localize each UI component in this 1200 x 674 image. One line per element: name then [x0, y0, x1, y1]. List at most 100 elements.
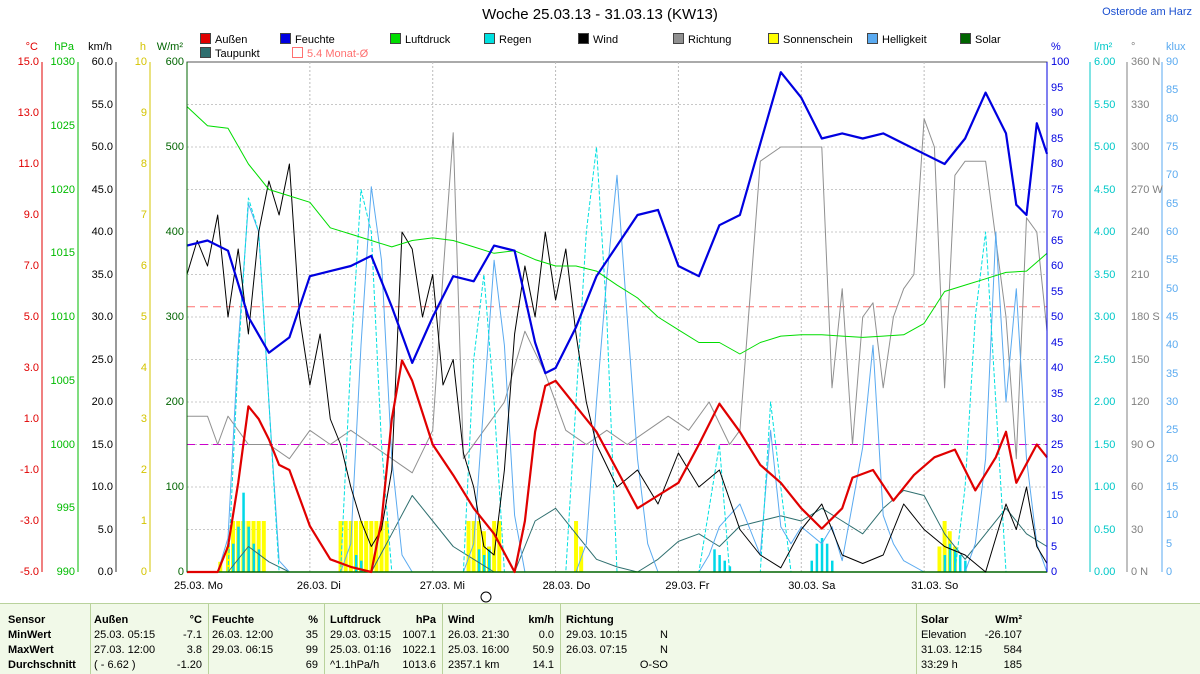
stats-feuchte-max-value: 99	[305, 644, 318, 656]
axis-tick-lux: 50	[1166, 282, 1179, 295]
brightness-bar	[360, 560, 363, 572]
legend-swatch	[578, 33, 589, 44]
legend-item[interactable]: 5.4 Monat-Ø	[292, 47, 368, 60]
legend-item[interactable]: Außen	[200, 33, 247, 46]
legend-item[interactable]: Regen	[484, 33, 531, 46]
axis-tick-lux: 35	[1166, 367, 1179, 380]
legend-label: 5.4 Monat-Ø	[307, 48, 369, 60]
brightness-bar	[488, 549, 491, 572]
sunshine-bar	[343, 521, 348, 572]
x-tick-label: 25.03. Mo	[174, 580, 223, 592]
series-line-richtung	[187, 118, 1048, 474]
legend-item[interactable]: Luftdruck	[390, 33, 450, 46]
axis-tick-rain: 5.00	[1094, 141, 1116, 153]
axis-tick-humidity: 40	[1051, 362, 1064, 374]
station-link[interactable]: Osterode am Harz	[1102, 6, 1192, 18]
stats-solar-max-value: 584	[1003, 644, 1022, 656]
x-tick-label: 31.03. So	[911, 580, 959, 592]
brightness-bar	[810, 560, 814, 572]
legend-item[interactable]: Taupunkt	[200, 47, 260, 60]
legend-item[interactable]: Richtung	[673, 33, 731, 46]
axis-tick-rain: 5.50	[1094, 98, 1116, 111]
sunshine-bar	[225, 546, 230, 572]
brightness-bar	[953, 549, 957, 572]
axis-tick-wind: 25.0	[91, 353, 113, 366]
stats-solar-elevation-label: Elevation	[921, 629, 967, 641]
axis-tick-direction: 90 O	[1131, 438, 1155, 451]
axis-tick-humidity: 20	[1051, 464, 1064, 476]
legend-item[interactable]: Sonnenschein	[768, 33, 853, 46]
axis-tick-sun: 7	[140, 209, 147, 221]
brightness-bar	[232, 543, 235, 572]
legend-label: Wind	[593, 34, 619, 46]
axis-tick-solar: 300	[165, 311, 184, 323]
weather-chart	[41, 61, 1163, 603]
stats-richtung-max-time: 26.03. 07:15	[566, 644, 628, 656]
stats-richtung-avg-value: O-SO	[639, 659, 668, 671]
axis-tick-lux: 5	[1166, 537, 1173, 550]
axis-tick-sun: 0	[140, 566, 147, 578]
axis-tick-temp: 3.0	[23, 362, 39, 374]
stats-aussen-min-value: -7.1	[183, 629, 202, 641]
stats-solar-max-time: 31.03. 12:15	[921, 644, 983, 656]
stats-aussen-avg-note: ( - 6.62 )	[94, 659, 136, 671]
axis-tick-rain: 2.00	[1094, 396, 1116, 408]
x-tick-label: 26.03. Di	[296, 580, 341, 592]
axis-tick-humidity: 50	[1051, 311, 1064, 323]
stats-solar-sunshine-duration: 33:29 h	[921, 659, 958, 671]
axis-tick-wind: 35.0	[91, 268, 113, 281]
legend-label: Solar	[975, 34, 1001, 46]
axis-tick-lux: 90	[1166, 56, 1179, 68]
legend-item[interactable]: Wind	[578, 33, 618, 46]
brightness-bar	[477, 549, 481, 572]
stats-feuchte-header: Feuchte	[212, 614, 255, 626]
axis-tick-humidity: 80	[1051, 158, 1064, 170]
legend-item[interactable]: Feuchte	[280, 33, 335, 46]
sunshine-bar	[471, 521, 476, 572]
axis-tick-sun: 8	[140, 158, 147, 170]
stats-aussen-header: Außen	[94, 614, 129, 626]
axis-tick-pressure: 1025	[50, 119, 75, 132]
axis-tick-solar: 400	[165, 226, 184, 238]
stats-luftdruck-min-time: 29.03. 03:15	[330, 629, 392, 641]
stats-aussen-max-time: 27.03. 12:00	[94, 644, 156, 656]
legend-label: Luftdruck	[405, 34, 451, 46]
brightness-bar	[964, 560, 967, 572]
axis-tick-pressure: 1010	[50, 311, 75, 323]
axis-tick-humidity: 30	[1051, 413, 1064, 425]
axis-tick-lux: 65	[1166, 197, 1179, 210]
legend-swatch	[484, 33, 495, 44]
axis-unit-rain: l/m²	[1094, 41, 1113, 53]
axis-tick-humidity: 10	[1051, 515, 1064, 527]
legend-label: Helligkeit	[882, 34, 927, 46]
axis-tick-humidity: 45	[1051, 336, 1064, 349]
stats-wind-min-value: 0.0	[538, 629, 554, 641]
x-tick-label: 29.03. Fr	[665, 580, 710, 592]
time-scroll-handle[interactable]	[480, 591, 492, 603]
legend-swatch	[200, 47, 211, 58]
axis-tick-rain: 3.50	[1094, 268, 1116, 281]
axis-tick-lux: 0	[1166, 566, 1173, 578]
stats-solar-unit: W/m²	[995, 614, 1022, 626]
legend-item[interactable]: Solar	[960, 33, 1001, 46]
brightness-bar	[831, 560, 834, 572]
brightness-bar	[713, 549, 716, 572]
axis-tick-temp: -1.0	[20, 464, 39, 476]
axis-tick-rain: 4.50	[1094, 183, 1116, 196]
axis-tick-temp: -3.0	[20, 515, 39, 527]
axis-tick-direction: 60	[1131, 481, 1144, 493]
axis-tick-sun: 4	[140, 362, 147, 374]
axis-unit-lux: klux	[1166, 41, 1186, 53]
sunshine-bar	[466, 521, 471, 572]
brightness-bar	[242, 492, 245, 572]
brightness-bar	[354, 555, 358, 572]
axis-tick-temp: -5.0	[20, 566, 39, 578]
legend-label: Richtung	[688, 34, 732, 46]
axis-tick-temp: 5.0	[23, 311, 39, 323]
series-line-helligkeit	[187, 174, 1048, 573]
legend-item[interactable]: Helligkeit	[867, 33, 927, 46]
axis-unit-humidity: %	[1051, 41, 1061, 53]
axis-tick-rain: 6.00	[1094, 56, 1116, 68]
axis-tick-rain: 3.00	[1094, 311, 1116, 323]
stats-luftdruck-trend: ^1.1hPa/h	[330, 659, 380, 671]
